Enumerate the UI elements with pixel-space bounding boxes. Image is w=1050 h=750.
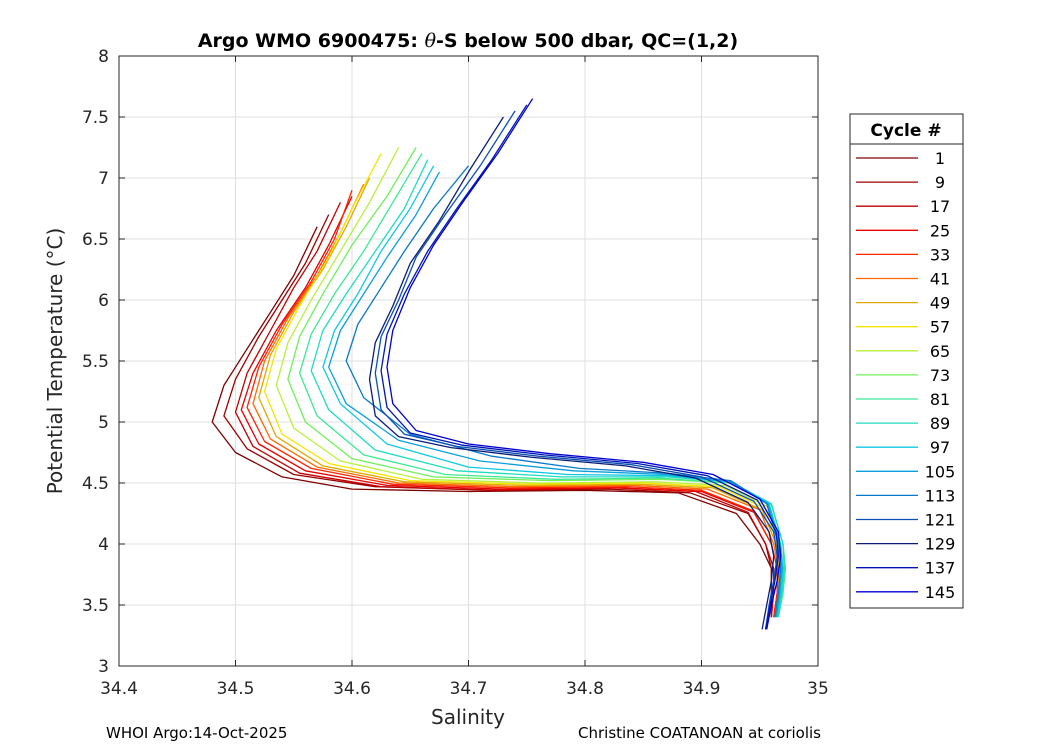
legend-label-105: 105: [925, 462, 956, 481]
legend-label-121: 121: [925, 511, 956, 530]
series-line-cycle-1: [211, 226, 773, 618]
legend-label-81: 81: [930, 390, 950, 409]
y-tick-label: 4: [98, 535, 109, 555]
y-tick-label: 4.5: [82, 474, 109, 494]
x-tick-label: 34.6: [333, 679, 371, 699]
series-line-cycle-41: [252, 183, 780, 618]
legend-label-1: 1: [935, 149, 945, 168]
series-line-cycle-129: [368, 116, 775, 630]
footer-credit-left: WHOI Argo:14-Oct-2025: [106, 724, 288, 742]
y-tick-label: 6.5: [82, 230, 109, 250]
legend-label-113: 113: [925, 486, 956, 505]
y-tick-label: 7.5: [82, 108, 109, 128]
legend: Cycle # 1 9 17 25 33 41 49 57 65 73 81 89 97 105 113 12…: [849, 113, 964, 609]
title-suffix: -S below 500 dbar, QC=(1,2): [436, 30, 738, 52]
series-line-cycle-17: [234, 202, 775, 618]
x-tick-label: 35: [807, 679, 829, 699]
series-line-cycle-145: [386, 98, 782, 630]
legend-label-25: 25: [930, 221, 950, 240]
y-tick-label: 3: [98, 657, 109, 677]
series-line-cycle-89: [310, 159, 785, 618]
x-tick-label: 34.9: [683, 679, 721, 699]
x-axis-label: Salinity: [431, 705, 505, 729]
x-tick-label: 34.8: [566, 679, 604, 699]
y-tick-label: 5: [98, 413, 109, 433]
y-tick-label: 5.5: [82, 352, 109, 372]
x-tick-label: 34.5: [217, 679, 255, 699]
y-axis-label: Potential Temperature (°C): [43, 228, 67, 495]
series-line-cycle-97: [322, 165, 784, 618]
legend-label-49: 49: [930, 294, 950, 313]
legend-label-97: 97: [930, 438, 950, 457]
series-line-cycle-113: [345, 165, 782, 618]
legend-label-89: 89: [930, 414, 950, 433]
series-lines: [211, 98, 787, 630]
legend-label-57: 57: [930, 318, 950, 337]
axis-ticks: 34.4 34.5 34.6 34.7 34.8 34.9 35 3 3.5 4 4.5 5 5.5 6 6…: [82, 47, 829, 699]
legend-title: Cycle #: [870, 121, 941, 141]
series-line-cycle-9: [223, 214, 773, 618]
x-tick-label: 34.4: [100, 679, 138, 699]
y-tick-label: 8: [98, 47, 109, 67]
legend-label-17: 17: [930, 197, 950, 216]
legend-entries: 1 9 17 25 33 41 49 57 65 73 81 89 97 105 113 121 129 137 1…: [856, 149, 955, 602]
series-line-cycle-121: [374, 110, 778, 630]
legend-label-129: 129: [925, 535, 956, 554]
title-prefix: Argo WMO 6900475:: [198, 30, 425, 52]
legend-label-41: 41: [930, 270, 950, 289]
footer-credit-right: Christine COATANOAN at coriolis: [578, 724, 821, 742]
legend-label-33: 33: [930, 245, 950, 264]
legend-label-9: 9: [935, 173, 945, 192]
legend-label-145: 145: [925, 583, 956, 602]
grid: [119, 56, 818, 666]
series-line-cycle-137: [380, 104, 780, 630]
legend-label-73: 73: [930, 366, 950, 385]
y-tick-label: 6: [98, 291, 109, 311]
chart-title: Argo WMO 6900475: θ-S below 500 dbar, QC…: [198, 30, 738, 52]
title-theta-symbol: θ: [425, 30, 437, 52]
y-tick-label: 7: [98, 169, 109, 189]
x-tick-label: 34.7: [450, 679, 488, 699]
y-tick-label: 3.5: [82, 596, 109, 616]
legend-label-65: 65: [930, 342, 950, 361]
legend-label-137: 137: [925, 559, 956, 578]
legend-box: [849, 113, 964, 609]
